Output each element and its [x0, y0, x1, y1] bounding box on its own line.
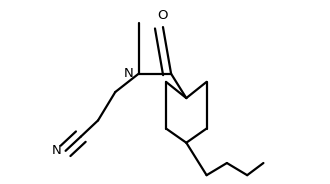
Text: N: N — [124, 67, 134, 80]
Text: N: N — [52, 144, 61, 157]
Text: O: O — [158, 9, 168, 22]
